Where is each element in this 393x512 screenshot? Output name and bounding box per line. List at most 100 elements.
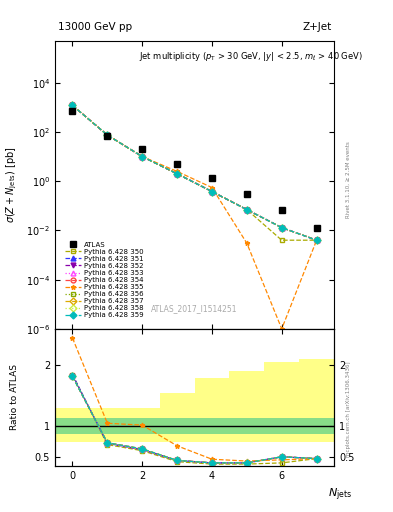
ATLAS (105, 133, 110, 139)
Pythia 6.428 350 (209, 188, 214, 195)
ATLAS (279, 206, 284, 212)
Pythia 6.428 353 (70, 102, 75, 109)
Pythia 6.428 353 (209, 188, 214, 195)
Pythia 6.428 354 (209, 188, 214, 195)
Pythia 6.428 356 (244, 206, 249, 212)
Pythia 6.428 355 (175, 168, 180, 175)
Pythia 6.428 351 (279, 225, 284, 231)
Text: Rivet 3.1.10, ≥ 2.5M events: Rivet 3.1.10, ≥ 2.5M events (346, 141, 351, 218)
Pythia 6.428 355 (244, 240, 249, 246)
ATLAS (70, 108, 75, 114)
Pythia 6.428 354 (140, 154, 145, 160)
Pythia 6.428 350 (279, 237, 284, 243)
Pythia 6.428 354 (175, 170, 180, 177)
Pythia 6.428 357 (140, 154, 145, 160)
Pythia 6.428 358 (244, 206, 249, 212)
Line: Pythia 6.428 359: Pythia 6.428 359 (70, 103, 319, 243)
Pythia 6.428 352 (314, 237, 319, 243)
Legend: ATLAS, Pythia 6.428 350, Pythia 6.428 351, Pythia 6.428 352, Pythia 6.428 353, P: ATLAS, Pythia 6.428 350, Pythia 6.428 35… (64, 241, 145, 319)
Y-axis label: Ratio to ATLAS: Ratio to ATLAS (10, 365, 19, 431)
Pythia 6.428 351 (175, 170, 180, 177)
Pythia 6.428 358 (209, 188, 214, 195)
Pythia 6.428 350 (314, 237, 319, 243)
Pythia 6.428 353 (279, 225, 284, 231)
Pythia 6.428 355 (279, 326, 284, 332)
Pythia 6.428 352 (140, 154, 145, 160)
Pythia 6.428 350 (175, 170, 180, 177)
Pythia 6.428 354 (279, 225, 284, 231)
Pythia 6.428 359 (105, 132, 110, 138)
Text: mcplots.cern.ch [arXiv:1306.3436]: mcplots.cern.ch [arXiv:1306.3436] (346, 362, 351, 457)
Pythia 6.428 352 (175, 170, 180, 177)
Pythia 6.428 359 (209, 188, 214, 195)
Line: Pythia 6.428 352: Pythia 6.428 352 (70, 103, 319, 243)
Line: Pythia 6.428 353: Pythia 6.428 353 (70, 103, 319, 243)
Pythia 6.428 356 (105, 132, 110, 138)
Pythia 6.428 359 (314, 237, 319, 243)
Pythia 6.428 351 (209, 188, 214, 195)
Line: ATLAS: ATLAS (69, 108, 320, 231)
Pythia 6.428 356 (314, 237, 319, 243)
Line: Pythia 6.428 351: Pythia 6.428 351 (70, 103, 319, 243)
Pythia 6.428 352 (244, 206, 249, 212)
Pythia 6.428 359 (279, 225, 284, 231)
Pythia 6.428 352 (279, 225, 284, 231)
Pythia 6.428 359 (175, 170, 180, 177)
Pythia 6.428 356 (279, 225, 284, 231)
Pythia 6.428 350 (244, 206, 249, 212)
ATLAS (244, 191, 249, 197)
Line: Pythia 6.428 354: Pythia 6.428 354 (70, 103, 319, 243)
Pythia 6.428 355 (209, 184, 214, 190)
Pythia 6.428 350 (140, 154, 145, 160)
Pythia 6.428 353 (314, 237, 319, 243)
Pythia 6.428 358 (175, 170, 180, 177)
Pythia 6.428 353 (140, 154, 145, 160)
ATLAS (314, 225, 319, 231)
Pythia 6.428 359 (244, 206, 249, 212)
Pythia 6.428 357 (175, 170, 180, 177)
Pythia 6.428 351 (70, 102, 75, 109)
Pythia 6.428 358 (314, 237, 319, 243)
Pythia 6.428 353 (244, 206, 249, 212)
Pythia 6.428 358 (279, 225, 284, 231)
ATLAS (209, 175, 214, 181)
Pythia 6.428 352 (70, 102, 75, 109)
Text: Z+Jet: Z+Jet (302, 23, 331, 32)
Pythia 6.428 357 (105, 132, 110, 138)
Pythia 6.428 358 (140, 154, 145, 160)
Line: Pythia 6.428 350: Pythia 6.428 350 (70, 103, 319, 243)
Pythia 6.428 354 (314, 237, 319, 243)
Pythia 6.428 350 (105, 132, 110, 138)
Line: Pythia 6.428 357: Pythia 6.428 357 (70, 103, 319, 243)
X-axis label: $N_\mathrm{jets}$: $N_\mathrm{jets}$ (328, 486, 352, 503)
Line: Pythia 6.428 358: Pythia 6.428 358 (70, 103, 319, 243)
Line: Pythia 6.428 355: Pythia 6.428 355 (70, 103, 319, 331)
Pythia 6.428 359 (140, 154, 145, 160)
Pythia 6.428 353 (175, 170, 180, 177)
Pythia 6.428 352 (209, 188, 214, 195)
Pythia 6.428 359 (70, 102, 75, 109)
Pythia 6.428 358 (70, 102, 75, 109)
Pythia 6.428 353 (105, 132, 110, 138)
Pythia 6.428 355 (70, 102, 75, 109)
Pythia 6.428 357 (314, 237, 319, 243)
Pythia 6.428 357 (244, 206, 249, 212)
Pythia 6.428 357 (209, 188, 214, 195)
Text: Jet multiplicity ($p_\mathrm{T}$ > 30 GeV, $|y|$ < 2.5, $m_\ell$ > 40 GeV): Jet multiplicity ($p_\mathrm{T}$ > 30 Ge… (139, 50, 363, 62)
Pythia 6.428 355 (314, 237, 319, 243)
ATLAS (140, 146, 145, 152)
Pythia 6.428 352 (105, 132, 110, 138)
Y-axis label: $\sigma(Z + N_\mathrm{jets})$ [pb]: $\sigma(Z + N_\mathrm{jets})$ [pb] (4, 146, 19, 223)
Text: ATLAS_2017_I1514251: ATLAS_2017_I1514251 (151, 304, 238, 313)
Pythia 6.428 350 (70, 102, 75, 109)
Pythia 6.428 357 (70, 102, 75, 109)
Pythia 6.428 351 (244, 206, 249, 212)
Text: 13000 GeV pp: 13000 GeV pp (58, 23, 132, 32)
Pythia 6.428 355 (140, 154, 145, 160)
Pythia 6.428 356 (140, 154, 145, 160)
Pythia 6.428 354 (244, 206, 249, 212)
Pythia 6.428 351 (140, 154, 145, 160)
Pythia 6.428 358 (105, 132, 110, 138)
Pythia 6.428 356 (209, 188, 214, 195)
ATLAS (175, 161, 180, 167)
